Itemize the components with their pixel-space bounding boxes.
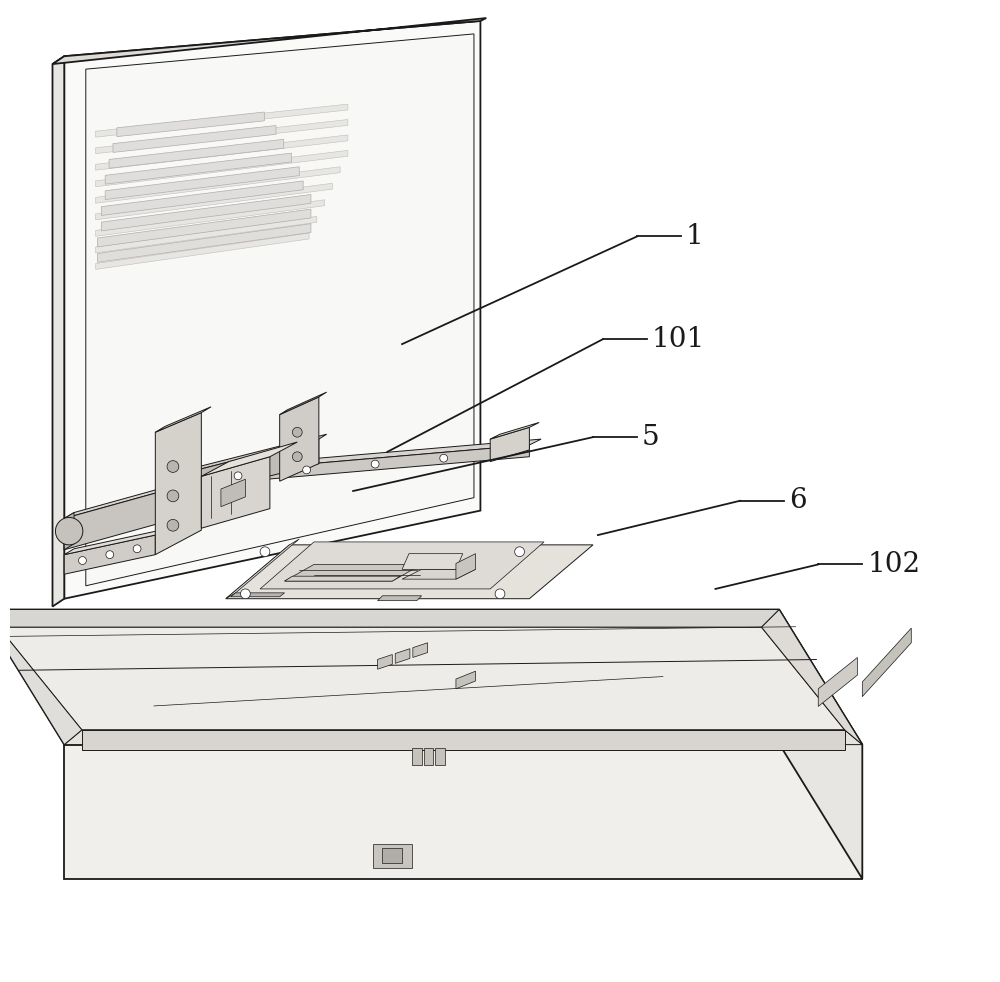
Polygon shape bbox=[435, 747, 445, 765]
Polygon shape bbox=[96, 233, 309, 269]
Polygon shape bbox=[231, 593, 285, 597]
Polygon shape bbox=[82, 730, 845, 749]
Polygon shape bbox=[64, 21, 480, 599]
Circle shape bbox=[167, 490, 179, 502]
Polygon shape bbox=[424, 747, 433, 765]
Polygon shape bbox=[280, 392, 327, 414]
Circle shape bbox=[292, 427, 302, 437]
Polygon shape bbox=[456, 554, 476, 579]
Circle shape bbox=[106, 551, 114, 559]
Circle shape bbox=[79, 557, 86, 565]
Polygon shape bbox=[172, 439, 319, 501]
Polygon shape bbox=[201, 442, 297, 476]
Polygon shape bbox=[260, 542, 544, 589]
Polygon shape bbox=[0, 610, 779, 627]
Polygon shape bbox=[155, 407, 211, 432]
Polygon shape bbox=[96, 150, 348, 187]
Polygon shape bbox=[395, 649, 410, 664]
Polygon shape bbox=[64, 469, 241, 550]
Polygon shape bbox=[96, 120, 348, 153]
Polygon shape bbox=[105, 153, 292, 185]
Polygon shape bbox=[96, 184, 332, 220]
Polygon shape bbox=[96, 135, 348, 170]
Polygon shape bbox=[155, 412, 201, 555]
Text: 102: 102 bbox=[867, 551, 920, 578]
Polygon shape bbox=[201, 457, 270, 528]
Polygon shape bbox=[86, 34, 474, 586]
Polygon shape bbox=[52, 18, 486, 64]
Polygon shape bbox=[96, 167, 340, 203]
Polygon shape bbox=[52, 56, 64, 607]
Circle shape bbox=[515, 547, 524, 557]
Text: 6: 6 bbox=[789, 487, 806, 515]
Circle shape bbox=[303, 466, 311, 474]
Polygon shape bbox=[862, 628, 911, 696]
Polygon shape bbox=[96, 216, 317, 252]
Polygon shape bbox=[490, 427, 529, 462]
Polygon shape bbox=[64, 744, 862, 879]
Polygon shape bbox=[226, 545, 593, 599]
Polygon shape bbox=[97, 209, 311, 246]
Polygon shape bbox=[101, 181, 303, 215]
Circle shape bbox=[495, 589, 505, 599]
Polygon shape bbox=[490, 422, 539, 439]
Polygon shape bbox=[117, 112, 264, 136]
Polygon shape bbox=[187, 445, 529, 486]
Polygon shape bbox=[172, 434, 327, 476]
Polygon shape bbox=[818, 658, 857, 706]
Polygon shape bbox=[378, 596, 422, 601]
Polygon shape bbox=[96, 199, 325, 237]
Circle shape bbox=[55, 518, 83, 545]
Polygon shape bbox=[378, 655, 392, 669]
Polygon shape bbox=[413, 643, 428, 658]
Polygon shape bbox=[64, 730, 862, 744]
Polygon shape bbox=[0, 610, 862, 744]
Circle shape bbox=[371, 461, 379, 468]
Polygon shape bbox=[280, 397, 319, 481]
Polygon shape bbox=[402, 554, 463, 570]
Polygon shape bbox=[373, 844, 412, 868]
Polygon shape bbox=[285, 565, 422, 581]
Polygon shape bbox=[382, 848, 402, 863]
Polygon shape bbox=[226, 539, 299, 599]
Polygon shape bbox=[0, 627, 845, 730]
Polygon shape bbox=[187, 439, 541, 474]
Polygon shape bbox=[0, 610, 82, 744]
Polygon shape bbox=[221, 479, 245, 507]
Polygon shape bbox=[109, 139, 284, 168]
Polygon shape bbox=[96, 104, 348, 137]
Polygon shape bbox=[285, 576, 400, 581]
Circle shape bbox=[260, 547, 270, 557]
Text: 101: 101 bbox=[652, 326, 705, 353]
Polygon shape bbox=[64, 529, 165, 555]
Polygon shape bbox=[456, 671, 476, 688]
Circle shape bbox=[234, 472, 242, 480]
Circle shape bbox=[440, 455, 448, 463]
Polygon shape bbox=[113, 126, 276, 152]
Circle shape bbox=[133, 545, 141, 553]
Polygon shape bbox=[64, 513, 74, 550]
Polygon shape bbox=[64, 464, 250, 518]
Text: 1: 1 bbox=[686, 223, 704, 249]
Text: 5: 5 bbox=[642, 423, 660, 451]
Polygon shape bbox=[779, 610, 862, 879]
Polygon shape bbox=[101, 194, 311, 231]
Polygon shape bbox=[105, 167, 299, 199]
Polygon shape bbox=[97, 224, 311, 262]
Polygon shape bbox=[761, 610, 862, 744]
Circle shape bbox=[491, 450, 499, 458]
Circle shape bbox=[167, 461, 179, 472]
Circle shape bbox=[167, 519, 179, 531]
Circle shape bbox=[292, 452, 302, 462]
Polygon shape bbox=[412, 747, 422, 765]
Circle shape bbox=[241, 589, 250, 599]
Polygon shape bbox=[64, 535, 155, 574]
Polygon shape bbox=[402, 570, 476, 579]
